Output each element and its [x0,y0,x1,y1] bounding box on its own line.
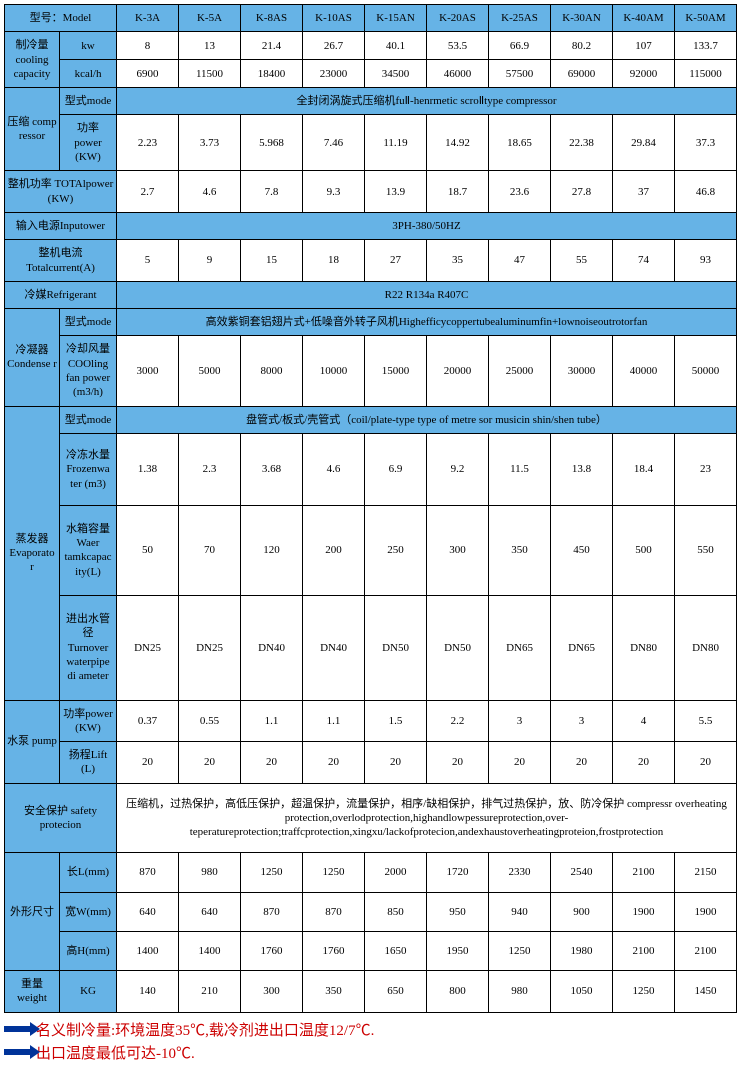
height-label: 高H(mm) [60,931,117,970]
evaporator-label: 蒸发器 Evaporato r [5,406,60,700]
pipe-label: 进出水管径 Turnover waterpipe di ameter [60,596,117,700]
model-cell: K-20AS [427,5,489,32]
pump-power-label: 功率power (KW) [60,700,117,742]
safety-label: 安全保护 safety protecion [5,783,117,853]
total-current-label: 整机电流 Totalcurrent(A) [5,240,117,282]
model-cell: K-8AS [241,5,303,32]
evap-mode-label: 型式mode [60,406,117,433]
arrow-icon [4,1049,32,1055]
kw-label: kw [60,32,117,60]
comp-power-label: 功率 power (KW) [60,115,117,171]
width-label: 宽W(mm) [60,892,117,931]
tank-label: 水箱容量 Waer tamkcapac ity(L) [60,505,117,595]
refrigerant-text: R22 R134a R407C [117,281,737,308]
note-text-2: 出口温度最低可达-10℃. [36,1042,195,1063]
arrow-icon [4,1026,32,1032]
model-label: 型号：Model [5,5,117,32]
cooling-label: 制冷量 cooling capacity [5,32,60,88]
evap-mode-text: 盘管式/板式/壳管式（coil/plate-type type of metre… [117,406,737,433]
condenser-label: 冷凝器 Condense r [5,309,60,406]
model-cell: K-3A [117,5,179,32]
condenser-fan-label: 冷却风量 COOling fan power (m3/h) [60,336,117,406]
refrigerant-label: 冷媒Refrigerant [5,281,117,308]
note-line-1: 名义制冷量:环境温度35℃,载冷剂进出口温度12/7℃. [4,1019,736,1040]
model-cell: K-10AS [303,5,365,32]
kw-cell: 8 [117,32,179,60]
model-cell: K-30AN [551,5,613,32]
model-cell: K-5A [179,5,241,32]
note-line-2: 出口温度最低可达-10℃. [4,1042,736,1063]
input-power-label: 输入电源Inputower [5,212,117,239]
condenser-mode-text: 高效紫铜套铝翅片式+低噪音外转子风机Highefficycoppertubeal… [117,309,737,336]
frozen-label: 冷冻水量 Frozenwa ter (m3) [60,433,117,505]
weight-unit: KG [60,971,117,1013]
pump-label: 水泵 pump [5,700,60,783]
weight-label: 重量 weight [5,971,60,1013]
note-text-1: 名义制冷量:环境温度35℃,载冷剂进出口温度12/7℃. [36,1019,374,1040]
kcal-label: kcal/h [60,60,117,88]
compressor-label: 压缩 comp ressor [5,88,60,171]
model-cell: K-50AM [675,5,737,32]
model-cell: K-40AM [613,5,675,32]
model-cell: K-15AN [365,5,427,32]
safety-text: 压缩机，过热保护，高低压保护，超温保护，流量保护，相序/缺相保护，排气过热保护，… [117,783,737,853]
comp-mode-label: 型式mode [60,88,117,115]
input-power-text: 3PH-380/50HZ [117,212,737,239]
length-label: 长L(mm) [60,853,117,892]
condenser-mode-label: 型式mode [60,309,117,336]
dimensions-label: 外形尺寸 [5,853,60,971]
comp-mode-text: 全封闭涡旋式压缩机fuⅡ-henrmetic scroⅡtype compres… [117,88,737,115]
model-cell: K-25AS [489,5,551,32]
spec-table: 型号：Model K-3A K-5A K-8AS K-10AS K-15AN K… [4,4,737,1013]
total-power-label: 整机功率 TOTAlpower (KW) [5,171,117,213]
notes-section: 名义制冷量:环境温度35℃,载冷剂进出口温度12/7℃. 出口温度最低可达-10… [4,1019,736,1063]
lift-label: 扬程Lift (L) [60,742,117,784]
